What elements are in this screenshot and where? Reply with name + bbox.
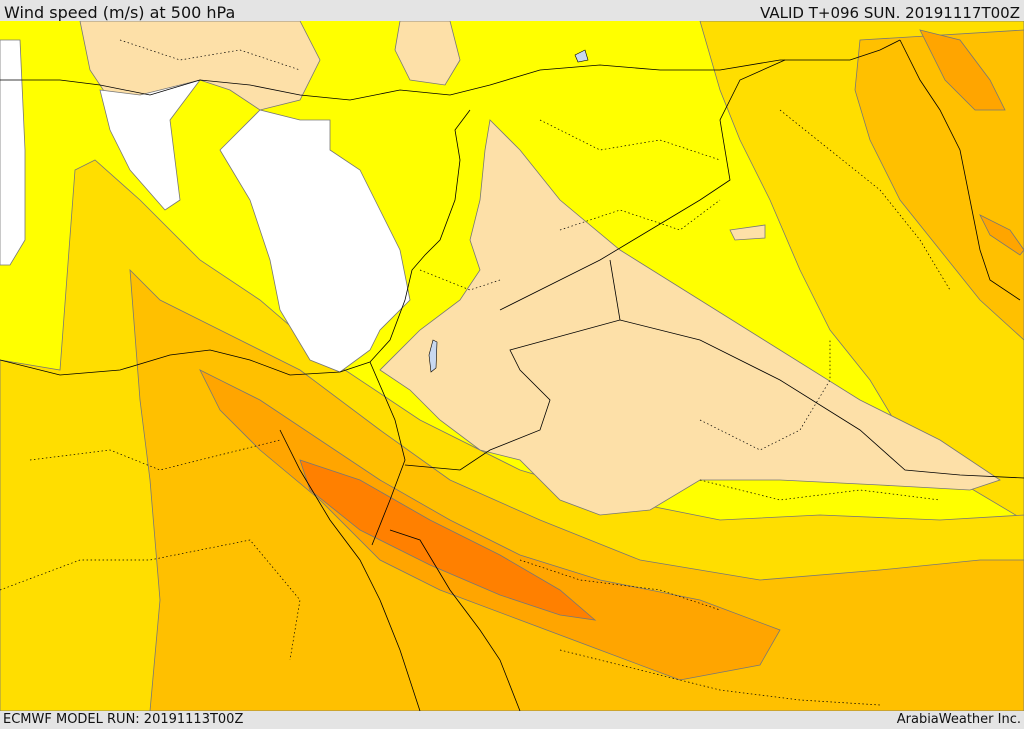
border-iraq-iran	[899, 39, 1021, 301]
band-peach-islet-east	[729, 224, 766, 241]
model-run: ECMWF MODEL RUN: 20191113T00Z	[3, 712, 244, 727]
lake-van	[574, 49, 589, 63]
coastline-red-sea-west	[279, 429, 421, 711]
band-orange-east	[979, 214, 1024, 256]
band-orange-south	[199, 369, 781, 681]
band-white-west	[0, 39, 26, 266]
dotted-boundary-5	[699, 340, 831, 451]
coastline-levant	[369, 109, 471, 363]
band-orange-northeast	[919, 29, 1006, 111]
map-title: Wind speed (m/s) at 500 hPa	[4, 3, 236, 22]
band-dark-orange-core	[299, 459, 597, 621]
band-white-aegean	[99, 79, 201, 211]
coastline-turkey	[0, 39, 901, 101]
wind-speed-map	[0, 21, 1024, 711]
band-amber-south	[129, 268, 1024, 711]
band-peach-turkey	[79, 21, 321, 111]
dotted-boundary-10	[779, 109, 951, 291]
band-peach-black-sea	[394, 21, 461, 86]
dead-sea-lake	[428, 339, 438, 373]
border-sinai	[369, 361, 406, 546]
border-syria-iraq	[499, 59, 786, 311]
valid-time: VALID T+096 SUN. 20191117T00Z	[760, 4, 1020, 22]
border-jordan-saudi	[404, 259, 621, 471]
dotted-boundary-7	[699, 479, 941, 501]
header-bar: Wind speed (m/s) at 500 hPa VALID T+096 …	[0, 0, 1024, 22]
border-iraq-saudi	[619, 319, 1024, 479]
dotted-boundary-1	[29, 439, 281, 471]
band-peach-desert	[379, 119, 1001, 516]
dotted-boundary-3	[539, 119, 721, 161]
coastline-red-sea-east	[389, 529, 521, 711]
dotted-boundary-8	[559, 649, 881, 706]
coastline-mediterranean	[0, 349, 371, 376]
footer-bar: ECMWF MODEL RUN: 20191113T00Z ArabiaWeat…	[0, 711, 1024, 729]
credit: ArabiaWeather Inc.	[896, 712, 1021, 727]
band-white-mediterranean	[219, 109, 411, 373]
